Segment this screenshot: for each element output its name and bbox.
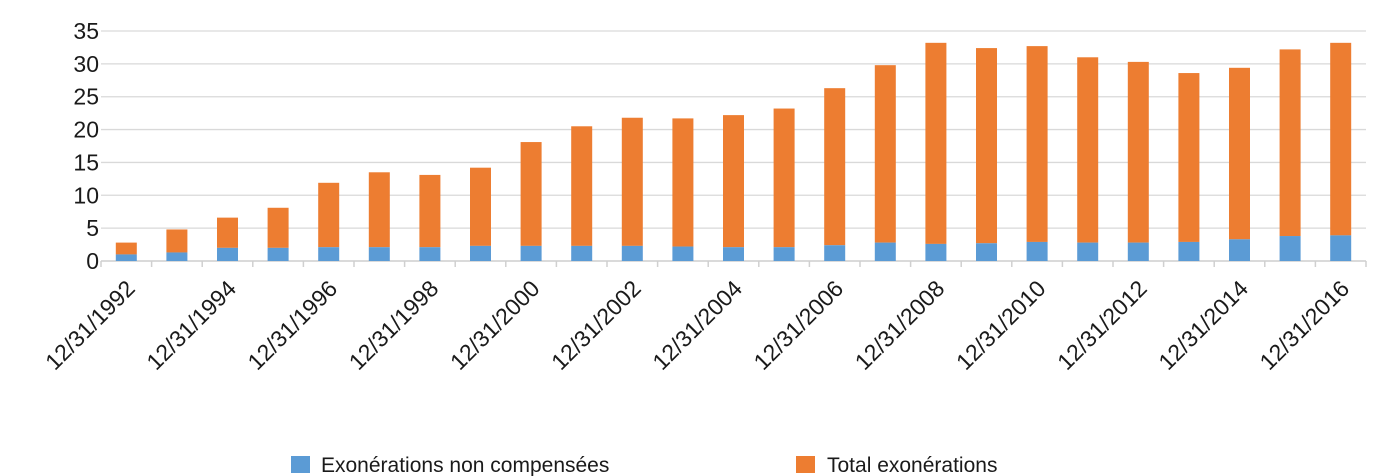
bar-total-exonerations: [723, 115, 744, 248]
bar-total-exonerations: [1279, 49, 1301, 237]
bar-exonerations-non-compensees: [824, 245, 846, 261]
y-axis: 0 5 10 15 20 25 30 35: [73, 18, 99, 274]
x-tick-label: 12/31/1996: [242, 275, 342, 375]
x-tick-label: 12/31/2002: [546, 275, 646, 375]
bar-exonerations-non-compensees: [1127, 242, 1149, 261]
x-tick-label: 12/31/1998: [344, 275, 444, 375]
y-tick-label: 25: [73, 84, 99, 110]
bar-total-exonerations: [267, 207, 289, 248]
y-tick-label: 20: [73, 117, 99, 143]
x-tick-label: 12/31/2010: [951, 275, 1051, 375]
legend-item-exonerations-non-compensees: Exonérations non compensées: [291, 454, 609, 476]
y-tick-label: 35: [73, 18, 99, 44]
bar-exonerations-non-compensees: [1077, 242, 1099, 261]
x-tick-label: 12/31/1994: [141, 275, 241, 375]
y-tick-label: 10: [73, 182, 99, 208]
bar-exonerations-non-compensees: [217, 247, 238, 261]
bar-exonerations-non-compensees: [1178, 241, 1200, 261]
x-tick-label: 12/31/2014: [1153, 275, 1253, 375]
bar-exonerations-non-compensees: [419, 247, 441, 261]
bar-exonerations-non-compensees: [672, 246, 694, 261]
legend-swatch: [291, 456, 310, 473]
bar-exonerations-non-compensees: [773, 247, 795, 261]
bar-total-exonerations: [1127, 61, 1149, 243]
bar-exonerations-non-compensees: [976, 243, 997, 261]
bar-total-exonerations: [1229, 67, 1250, 240]
bar-exonerations-non-compensees: [470, 245, 491, 261]
bar-total-exonerations: [217, 217, 238, 248]
bar-exonerations-non-compensees: [1026, 241, 1048, 261]
bar-exonerations-non-compensees: [723, 247, 744, 261]
bar-total-exonerations: [773, 108, 795, 248]
x-tick-label: 12/31/2012: [1052, 275, 1152, 375]
bar-exonerations-non-compensees: [368, 247, 390, 261]
bar-total-exonerations: [1026, 46, 1048, 242]
bar-total-exonerations: [621, 117, 643, 246]
bar-total-exonerations: [672, 118, 694, 247]
y-tick-label: 5: [86, 215, 99, 241]
bar-total-exonerations: [318, 182, 340, 248]
x-tick-label: 12/31/2016: [1254, 275, 1354, 375]
bar-total-exonerations: [824, 88, 846, 246]
bar-total-exonerations: [874, 65, 896, 243]
bar-total-exonerations: [571, 126, 593, 246]
bar-exonerations-non-compensees: [166, 252, 188, 261]
y-tick-label: 15: [73, 149, 99, 175]
x-tick-label: 12/31/2000: [445, 275, 545, 375]
bar-total-exonerations: [166, 229, 188, 253]
bar-total-exonerations: [925, 42, 947, 244]
x-tick-label: 12/31/1992: [40, 275, 140, 375]
bar-exonerations-non-compensees: [925, 243, 947, 261]
bar-exonerations-non-compensees: [1229, 239, 1250, 261]
legend-label: Exonérations non compensées: [321, 454, 609, 476]
bar-total-exonerations: [368, 172, 390, 248]
y-tick-label: 0: [86, 248, 99, 274]
bar-total-exonerations: [470, 167, 491, 246]
bar-exonerations-non-compensees: [874, 242, 896, 261]
bar-exonerations-non-compensees: [1279, 236, 1301, 261]
legend-item-total-exonerations: Total exonérations: [796, 454, 997, 476]
bar-total-exonerations: [419, 174, 441, 248]
x-axis: 12/31/1992 12/31/1994 12/31/1996 12/31/1998…: [40, 275, 1354, 375]
bar-exonerations-non-compensees: [267, 247, 289, 261]
bar-total-exonerations: [976, 48, 997, 244]
y-tick-label: 30: [73, 51, 99, 77]
x-tick-label: 12/31/2004: [647, 275, 747, 375]
bar-total-exonerations: [1077, 57, 1099, 243]
bar-exonerations-non-compensees: [115, 254, 137, 261]
legend-label: Total exonérations: [827, 454, 997, 476]
bar-exonerations-non-compensees: [520, 245, 542, 261]
x-tick-label: 12/31/2006: [748, 275, 848, 375]
legend: Exonérations non compensées Total exonéra…: [291, 454, 997, 476]
bar-total-exonerations: [1178, 73, 1200, 242]
bar-exonerations-non-compensees: [318, 247, 340, 261]
bar-exonerations-non-compensees: [571, 245, 593, 261]
legend-swatch: [796, 456, 815, 473]
bars: [115, 42, 1352, 261]
bar-total-exonerations: [115, 242, 137, 255]
bar-total-exonerations: [1330, 42, 1352, 236]
bar-total-exonerations: [520, 142, 542, 246]
x-tick-label: 12/31/2008: [850, 275, 950, 375]
bar-exonerations-non-compensees: [621, 245, 643, 261]
bar-exonerations-non-compensees: [1330, 235, 1352, 261]
